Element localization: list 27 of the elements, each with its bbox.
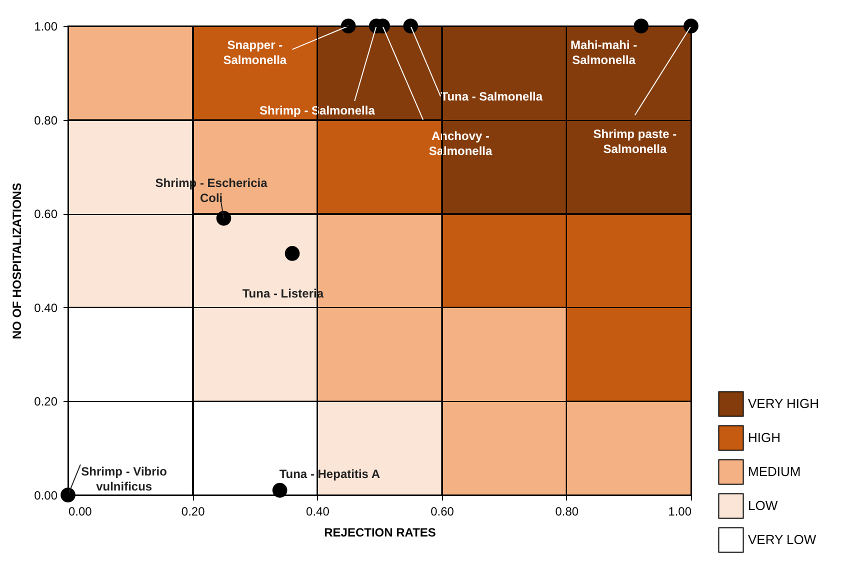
y-tick-label: 0.00 xyxy=(34,488,58,502)
legend-label: LOW xyxy=(748,498,778,513)
annotation: Tuna - Salmonella xyxy=(440,89,543,104)
legend-label: VERY HIGH xyxy=(748,396,820,411)
y-axis-title: NO OF HOSPITALIZATIONS xyxy=(10,182,24,340)
legend-label: MEDIUM xyxy=(748,464,801,479)
legend-label: HIGH xyxy=(748,430,780,445)
y-tick-label: 0.40 xyxy=(34,300,58,315)
annotation: Anchovy - Salmonella xyxy=(428,129,492,158)
annotation: Snapper - Salmonella xyxy=(223,38,287,67)
annotation: Mahi-mahi - Salmonella xyxy=(570,38,638,67)
x-tick-label: 0.40 xyxy=(306,504,330,518)
annotation: Shrimp - Salmonella xyxy=(260,103,376,118)
y-tick-label: 0.60 xyxy=(34,207,58,222)
annotation: Shrimp paste - Salmonella xyxy=(593,126,677,156)
y-tick-label: 0.20 xyxy=(34,394,58,409)
x-tick-label: 0.60 xyxy=(430,504,454,518)
annotation: Shrimp - Vibrio vulnificus xyxy=(81,464,167,494)
y-tick-label: 1.00 xyxy=(34,20,58,34)
x-tick-label: 0.80 xyxy=(555,504,579,518)
legend-label: VERY LOW xyxy=(748,532,817,547)
annotation: Tuna - Hepatitis A xyxy=(279,466,380,481)
x-axis-title: REJECTION RATES xyxy=(324,526,436,540)
y-tick-label: 0.80 xyxy=(34,113,58,128)
x-tick-label: 0.20 xyxy=(181,504,206,518)
x-tick-label: 1.00 xyxy=(668,504,692,518)
x-tick-label: 0.00 xyxy=(68,504,92,518)
